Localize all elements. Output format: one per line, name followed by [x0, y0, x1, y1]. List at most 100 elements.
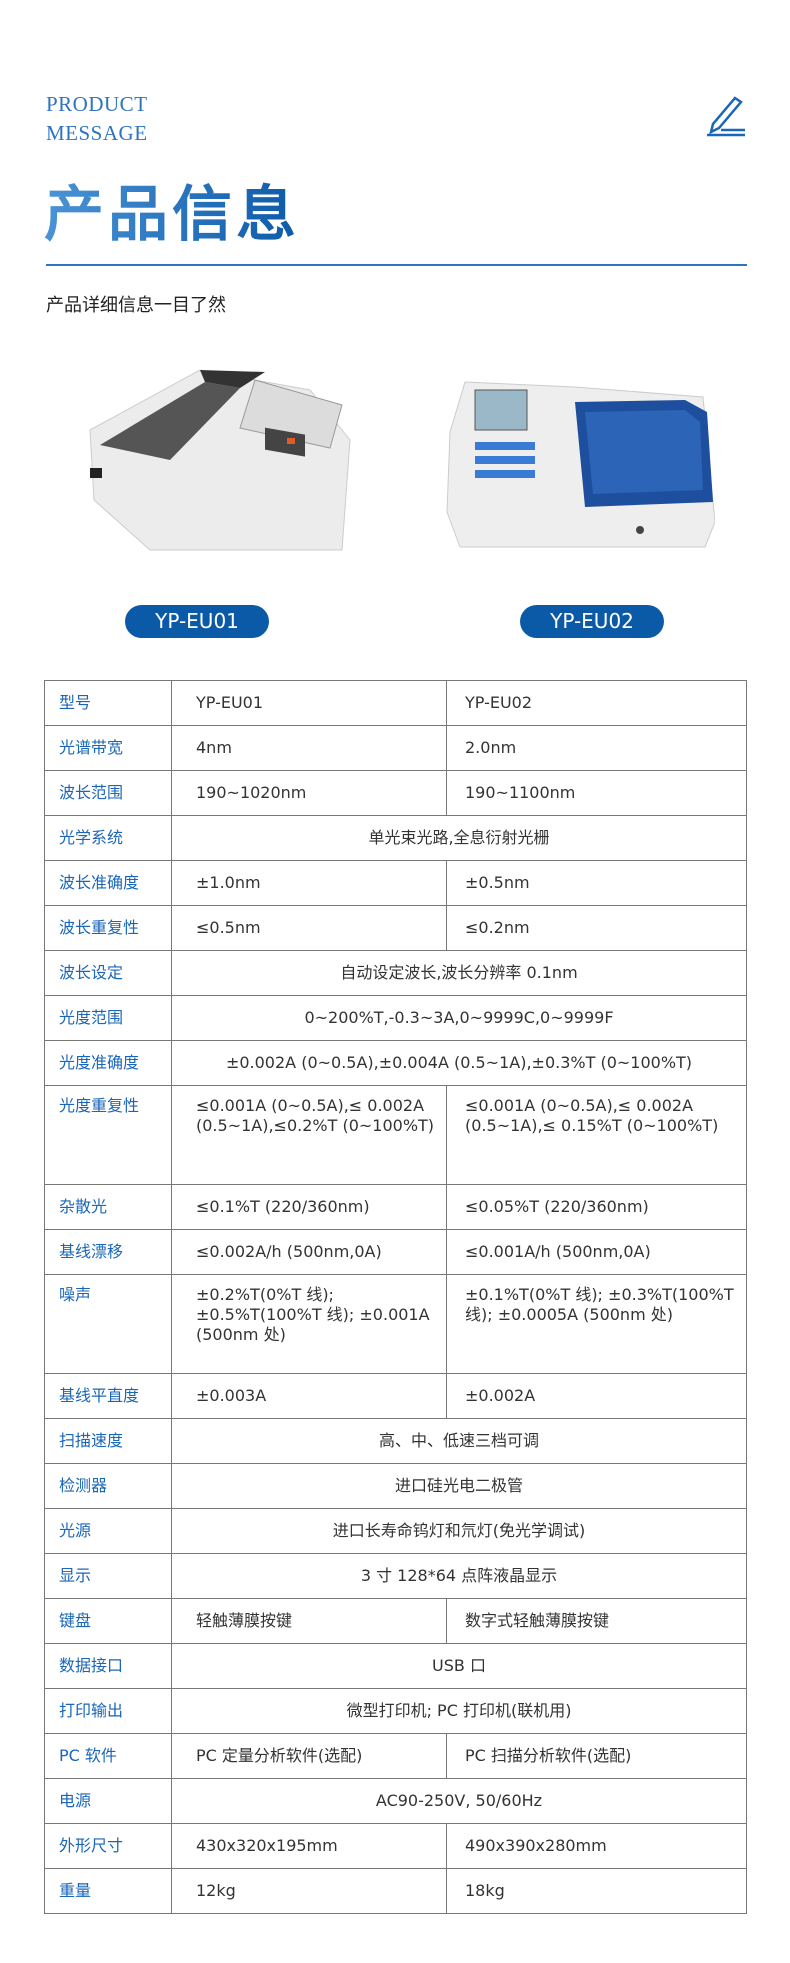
- spec-value-yp-eu01: ±1.0nm: [171, 860, 447, 906]
- spec-value-yp-eu02: YP-EU02: [446, 680, 747, 726]
- spec-row: 显示 3 寸 128*64 点阵液晶显示: [44, 1553, 747, 1599]
- spec-label: 基线漂移: [44, 1229, 172, 1275]
- spec-value-yp-eu02: ≤0.001A (0~0.5A),≤ 0.002A (0.5~1A),≤ 0.1…: [446, 1085, 747, 1185]
- spec-row: 噪声 ±0.2%T(0%T 线); ±0.5%T(100%T 线); ±0.001…: [44, 1274, 747, 1374]
- page-subtitle: 产品详细信息一目了然: [46, 295, 226, 316]
- spec-label: 波长准确度: [44, 860, 172, 906]
- model-badge-yp-eu02: YP-EU02: [520, 605, 664, 638]
- spec-value-shared: 高、中、低速三档可调: [171, 1418, 747, 1464]
- spec-value-yp-eu02: 2.0nm: [446, 725, 747, 771]
- spec-value-yp-eu02: PC 扫描分析软件(选配): [446, 1733, 747, 1779]
- spec-row: 光学系统 单光束光路,全息衍射光栅: [44, 815, 747, 861]
- spec-value-shared: 进口长寿命钨灯和氘灯(免光学调试): [171, 1508, 747, 1554]
- header-en-message: MESSAGE: [46, 121, 148, 145]
- spec-label: 数据接口: [44, 1643, 172, 1689]
- spec-label: 光度范围: [44, 995, 172, 1041]
- spec-value-yp-eu02: ±0.1%T(0%T 线); ±0.3%T(100%T 线); ±0.0005A…: [446, 1274, 747, 1374]
- spec-value-yp-eu02: ±0.002A: [446, 1373, 747, 1419]
- spec-row: 打印输出 微型打印机; PC 打印机(联机用): [44, 1688, 747, 1734]
- spec-value-shared: AC90-250V, 50/60Hz: [171, 1778, 747, 1824]
- spec-row: 光谱带宽 4nm 2.0nm: [44, 725, 747, 771]
- spec-label: 型号: [44, 680, 172, 726]
- spec-label: 杂散光: [44, 1184, 172, 1230]
- spec-value-shared: 3 寸 128*64 点阵液晶显示: [171, 1553, 747, 1599]
- spec-label: 波长重复性: [44, 905, 172, 951]
- product-image-yp-eu01: [89, 369, 351, 551]
- spec-value-yp-eu01: ≤0.1%T (220/360nm): [171, 1184, 447, 1230]
- spec-row: PC 软件 PC 定量分析软件(选配) PC 扫描分析软件(选配): [44, 1733, 747, 1779]
- spec-value-yp-eu02: ≤0.05%T (220/360nm): [446, 1184, 747, 1230]
- pencil-icon: [707, 96, 745, 137]
- spec-row: 基线平直度 ±0.003A ±0.002A: [44, 1373, 747, 1419]
- spec-value-yp-eu01: 4nm: [171, 725, 447, 771]
- spec-value-shared: 微型打印机; PC 打印机(联机用): [171, 1688, 747, 1734]
- spec-row: 外形尺寸 430x320x195mm 490x390x280mm: [44, 1823, 747, 1869]
- spec-value-yp-eu01: ≤0.5nm: [171, 905, 447, 951]
- spec-label: 光度准确度: [44, 1040, 172, 1086]
- spec-label: 光源: [44, 1508, 172, 1554]
- spec-value-yp-eu01: PC 定量分析软件(选配): [171, 1733, 447, 1779]
- spec-value-yp-eu01: 12kg: [171, 1868, 447, 1914]
- spec-table: 型号 YP-EU01 YP-EU02 光谱带宽 4nm 2.0nm 波长范围 190~1020…: [44, 680, 747, 1914]
- spec-value-shared: 进口硅光电二极管: [171, 1463, 747, 1509]
- spec-row: 扫描速度 高、中、低速三档可调: [44, 1418, 747, 1464]
- spec-label: 波长范围: [44, 770, 172, 816]
- spec-value-yp-eu02: 18kg: [446, 1868, 747, 1914]
- spec-value-yp-eu01: ±0.2%T(0%T 线); ±0.5%T(100%T 线); ±0.001A …: [171, 1274, 447, 1374]
- spec-label: 键盘: [44, 1598, 172, 1644]
- spec-label: 打印输出: [44, 1688, 172, 1734]
- spec-value-yp-eu02: ≤0.001A/h (500nm,0A): [446, 1229, 747, 1275]
- product-image-yp-eu02: [446, 381, 715, 548]
- spec-value-shared: 自动设定波长,波长分辨率 0.1nm: [171, 950, 747, 996]
- spec-row: 杂散光 ≤0.1%T (220/360nm) ≤0.05%T (220/360nm): [44, 1184, 747, 1230]
- spec-value-yp-eu02: 数字式轻触薄膜按键: [446, 1598, 747, 1644]
- model-badge-yp-eu01: YP-EU01: [125, 605, 269, 638]
- spec-value-yp-eu01: ≤0.002A/h (500nm,0A): [171, 1229, 447, 1275]
- spec-label: 光谱带宽: [44, 725, 172, 771]
- spec-row: 键盘 轻触薄膜按键 数字式轻触薄膜按键: [44, 1598, 747, 1644]
- spec-value-shared: ±0.002A (0~0.5A),±0.004A (0.5~1A),±0.3%T…: [171, 1040, 747, 1086]
- spec-row: 波长设定 自动设定波长,波长分辨率 0.1nm: [44, 950, 747, 996]
- spec-row: 光度准确度 ±0.002A (0~0.5A),±0.004A (0.5~1A),±…: [44, 1040, 747, 1086]
- spec-row: 数据接口 USB 口: [44, 1643, 747, 1689]
- spec-value-yp-eu01: ±0.003A: [171, 1373, 447, 1419]
- spec-value-yp-eu01: YP-EU01: [171, 680, 447, 726]
- page-title: 产品信息: [44, 166, 300, 253]
- spec-value-yp-eu01: 轻触薄膜按键: [171, 1598, 447, 1644]
- spec-value-yp-eu01: 430x320x195mm: [171, 1823, 447, 1869]
- spec-row: 波长重复性 ≤0.5nm ≤0.2nm: [44, 905, 747, 951]
- spec-label: 检测器: [44, 1463, 172, 1509]
- spec-value-yp-eu01: ≤0.001A (0~0.5A),≤ 0.002A (0.5~1A),≤0.2%…: [171, 1085, 447, 1185]
- spec-label: 重量: [44, 1868, 172, 1914]
- spec-label: 光学系统: [44, 815, 172, 861]
- spec-label: 显示: [44, 1553, 172, 1599]
- spec-row: 光度重复性 ≤0.001A (0~0.5A),≤ 0.002A (0.5~1A),…: [44, 1085, 747, 1185]
- spec-row: 型号 YP-EU01 YP-EU02: [44, 680, 747, 726]
- spec-row: 光度范围 0~200%T,-0.3~3A,0~9999C,0~9999F: [44, 995, 747, 1041]
- spec-row: 波长范围 190~1020nm 190~1100nm: [44, 770, 747, 816]
- spec-label: 基线平直度: [44, 1373, 172, 1419]
- spec-value-shared: 0~200%T,-0.3~3A,0~9999C,0~9999F: [171, 995, 747, 1041]
- spec-value-yp-eu02: ±0.5nm: [446, 860, 747, 906]
- spec-value-yp-eu02: ≤0.2nm: [446, 905, 747, 951]
- spec-label: 噪声: [44, 1274, 172, 1374]
- spec-row: 重量 12kg 18kg: [44, 1868, 747, 1914]
- spec-value-yp-eu01: 190~1020nm: [171, 770, 447, 816]
- header-en-product: PRODUCT: [46, 92, 148, 116]
- spec-label: 扫描速度: [44, 1418, 172, 1464]
- spec-label: 光度重复性: [44, 1085, 172, 1185]
- spec-row: 光源 进口长寿命钨灯和氘灯(免光学调试): [44, 1508, 747, 1554]
- spec-label: 外形尺寸: [44, 1823, 172, 1869]
- spec-label: 电源: [44, 1778, 172, 1824]
- spec-label: 波长设定: [44, 950, 172, 996]
- spec-row: 电源 AC90-250V, 50/60Hz: [44, 1778, 747, 1824]
- spec-value-yp-eu02: 190~1100nm: [446, 770, 747, 816]
- spec-label: PC 软件: [44, 1733, 172, 1779]
- spec-row: 波长准确度 ±1.0nm ±0.5nm: [44, 860, 747, 906]
- spec-value-shared: 单光束光路,全息衍射光栅: [171, 815, 747, 861]
- divider: [46, 264, 747, 266]
- spec-row: 基线漂移 ≤0.002A/h (500nm,0A) ≤0.001A/h (500nm…: [44, 1229, 747, 1275]
- spec-row: 检测器 进口硅光电二极管: [44, 1463, 747, 1509]
- spec-value-shared: USB 口: [171, 1643, 747, 1689]
